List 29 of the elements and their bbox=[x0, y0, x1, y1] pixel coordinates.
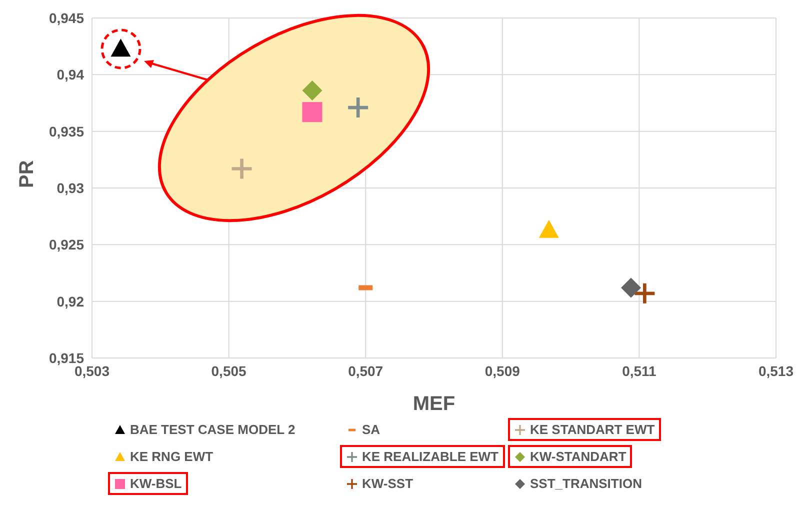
y-tick-label: 0,93 bbox=[56, 180, 84, 196]
x-tick-label: 0,505 bbox=[211, 362, 247, 379]
x-tick-label: 0,509 bbox=[484, 362, 520, 379]
legend-label: KW-STANDART bbox=[530, 449, 626, 464]
y-tick-label: 0,92 bbox=[56, 293, 84, 310]
point bbox=[346, 96, 370, 120]
x-tick-label: 0,507 bbox=[348, 362, 384, 379]
legend-label: KW-SST bbox=[362, 476, 414, 491]
point bbox=[302, 102, 322, 122]
legend-label: SST_TRANSITION bbox=[530, 476, 642, 491]
point bbox=[302, 80, 322, 101]
y-tick-label: 0,925 bbox=[48, 236, 84, 253]
point bbox=[538, 220, 559, 238]
legend-label: KE REALIZABLE EWT bbox=[362, 449, 498, 464]
y-tick-label: 0,945 bbox=[48, 10, 84, 26]
x-tick-label: 0,511 bbox=[622, 362, 657, 379]
legend-label: KE STANDART EWT bbox=[530, 422, 655, 437]
y-tick-label: 0,94 bbox=[56, 66, 84, 83]
point bbox=[230, 157, 254, 180]
point bbox=[620, 278, 641, 298]
legend-label: BAE TEST CASE MODEL 2 bbox=[130, 422, 296, 437]
y-tick-label: 0,935 bbox=[48, 123, 84, 140]
legend-label: SA bbox=[362, 422, 380, 437]
legend-label: KW-BSL bbox=[130, 476, 182, 491]
legend-label: KE RNG EWT bbox=[130, 449, 214, 464]
point bbox=[633, 282, 656, 306]
x-axis-title: MEF bbox=[412, 393, 456, 415]
x-tick-label: 0,513 bbox=[758, 362, 794, 379]
y-axis-title: PR bbox=[16, 160, 38, 188]
